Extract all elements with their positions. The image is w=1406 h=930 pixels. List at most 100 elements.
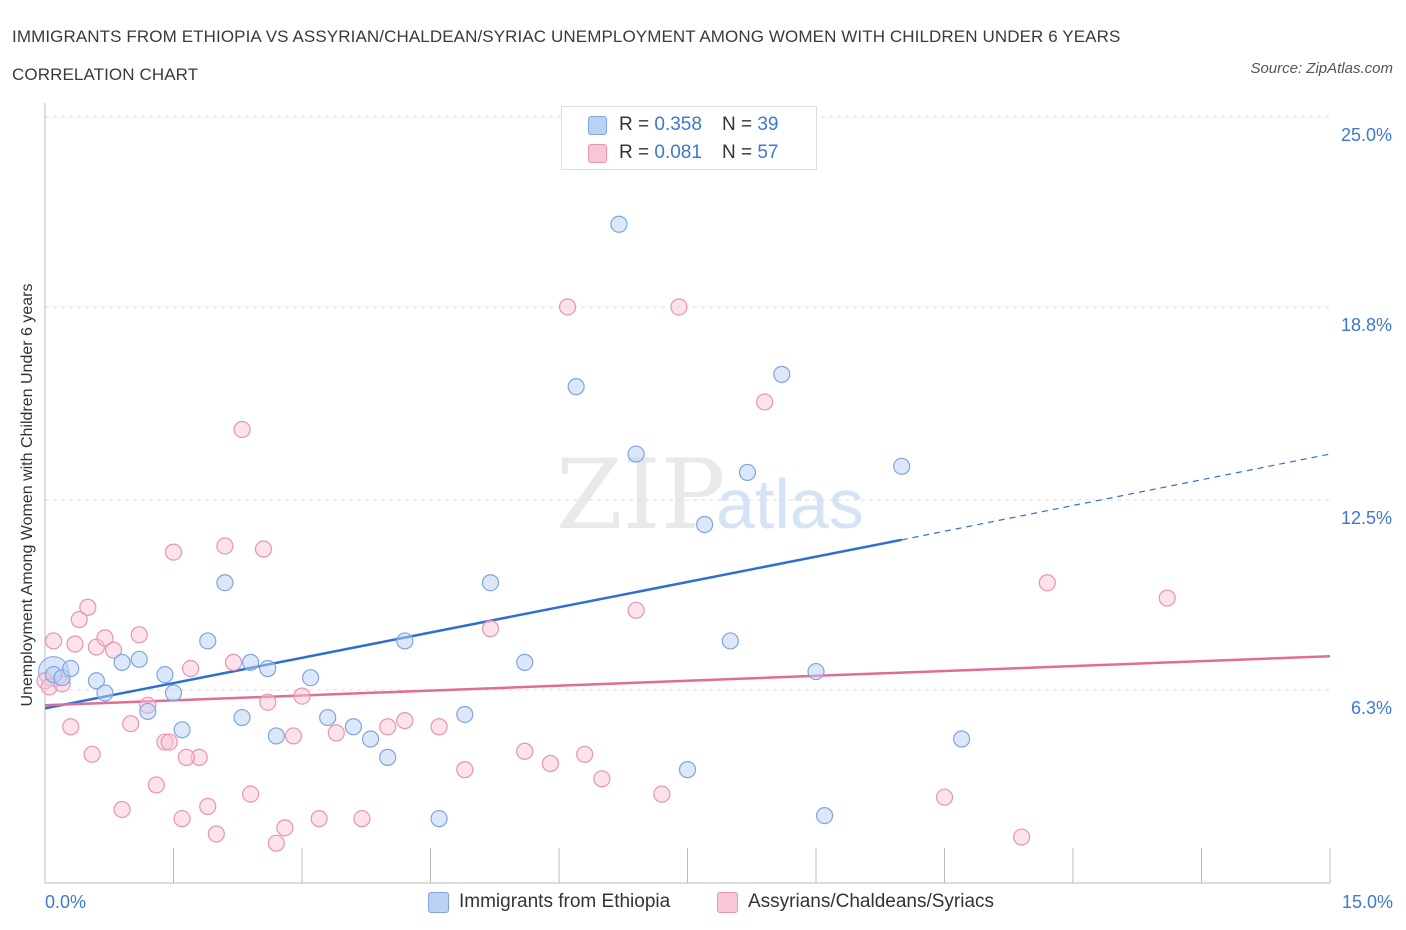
data-point-assyrian bbox=[481, 620, 500, 638]
legend-n-value: 39 bbox=[757, 114, 779, 135]
data-point-assyrian bbox=[182, 659, 200, 678]
data-point-assyrian bbox=[242, 785, 260, 803]
data-point-assyrian bbox=[164, 543, 183, 561]
data-point-assyrian bbox=[935, 788, 954, 806]
legend-swatch-blue bbox=[428, 891, 449, 913]
data-point-assyrian bbox=[755, 393, 774, 411]
data-point-ethiopia bbox=[678, 761, 697, 779]
data-point-ethiopia bbox=[96, 684, 114, 702]
trend-lines bbox=[44, 453, 1331, 710]
legend-n-label: N = bbox=[721, 114, 753, 135]
data-point-ethiopia bbox=[259, 659, 277, 678]
data-point-ethiopia bbox=[567, 378, 585, 396]
trend-line-ethiopia bbox=[44, 538, 902, 710]
data-point-assyrian bbox=[396, 712, 414, 730]
data-point-assyrian bbox=[66, 635, 84, 653]
data-point-assyrian bbox=[541, 754, 560, 773]
data-point-ethiopia bbox=[139, 702, 157, 721]
data-point-ethiopia bbox=[721, 632, 739, 650]
data-point-ethiopia bbox=[319, 708, 337, 727]
legend-r-label: R = bbox=[619, 142, 650, 163]
data-point-assyrian bbox=[653, 785, 671, 803]
data-point-assyrian bbox=[627, 601, 645, 619]
data-point-assyrian bbox=[83, 745, 101, 763]
y-tick-label: 12.5% bbox=[1341, 508, 1392, 528]
legend-swatch-blue bbox=[588, 115, 607, 135]
data-point-assyrian bbox=[147, 776, 165, 794]
data-point-assyrian bbox=[593, 770, 611, 788]
data-point-assyrian bbox=[62, 718, 80, 736]
data-point-assyrian bbox=[293, 687, 311, 705]
data-point-ethiopia bbox=[396, 632, 414, 650]
data-point-assyrian bbox=[259, 693, 277, 711]
data-point-assyrian bbox=[456, 761, 474, 779]
data-point-ethiopia bbox=[807, 662, 825, 681]
data-point-assyrian bbox=[173, 810, 191, 828]
legend-n-value: 57 bbox=[757, 142, 779, 163]
data-point-ethiopia bbox=[344, 718, 362, 736]
data-point-assyrian bbox=[379, 718, 397, 736]
data-point-ethiopia bbox=[216, 574, 234, 592]
legend-n-label: N = bbox=[721, 142, 753, 163]
data-point-assyrian bbox=[1158, 589, 1176, 607]
legend-swatch-pink bbox=[588, 143, 607, 163]
data-point-assyrian bbox=[233, 420, 251, 439]
data-point-assyrian bbox=[1012, 828, 1031, 846]
y-tick-label: 6.3% bbox=[1351, 698, 1392, 718]
data-point-assyrian bbox=[113, 800, 131, 819]
data-point-ethiopia bbox=[456, 705, 474, 724]
data-point-assyrian bbox=[576, 745, 594, 763]
watermark-atlas: atlas bbox=[716, 465, 864, 543]
data-point-ethiopia bbox=[173, 721, 191, 739]
legend-row-ethiopia: R = 0.358 N = 39 bbox=[588, 112, 778, 138]
series-legend-ethiopia: Immigrants from Ethiopia bbox=[428, 889, 670, 915]
data-point-ethiopia bbox=[516, 653, 534, 671]
data-point-assyrian bbox=[224, 653, 243, 671]
data-point-assyrian bbox=[516, 742, 534, 760]
series-name: Immigrants from Ethiopia bbox=[459, 891, 671, 912]
data-point-ethiopia bbox=[301, 669, 320, 687]
watermark: ZIP atlas bbox=[556, 439, 864, 551]
data-point-assyrian bbox=[670, 298, 688, 316]
data-point-assyrian bbox=[122, 715, 140, 733]
data-point-assyrian bbox=[96, 629, 114, 647]
data-point-assyrian bbox=[353, 810, 371, 828]
data-point-ethiopia bbox=[267, 727, 285, 745]
data-point-assyrian bbox=[267, 834, 285, 852]
data-point-ethiopia bbox=[87, 672, 106, 690]
data-point-ethiopia bbox=[242, 653, 260, 671]
legend-r-value: 0.081 bbox=[654, 142, 702, 163]
data-point-assyrian bbox=[254, 540, 273, 558]
data-point-ethiopia bbox=[199, 632, 217, 650]
data-point-assyrian bbox=[44, 632, 63, 650]
legend-r-label: R = bbox=[619, 114, 650, 135]
data-point-ethiopia bbox=[481, 574, 500, 592]
chart-title: IMMIGRANTS FROM ETHIOPIA VS ASSYRIAN/CHA… bbox=[12, 27, 1121, 84]
data-point-ethiopia bbox=[610, 215, 628, 233]
tick-labels: 6.3% 12.5% 18.8% 25.0% 0.0% 15.0% bbox=[45, 125, 1393, 912]
data-point-assyrian bbox=[327, 724, 345, 742]
legend-r-value: 0.358 bbox=[654, 114, 702, 135]
data-point-ethiopia bbox=[62, 659, 80, 678]
legend-swatch-pink bbox=[717, 891, 738, 913]
data-point-ethiopia bbox=[113, 653, 131, 671]
data-point-assyrian bbox=[104, 641, 123, 659]
data-point-assyrian bbox=[558, 298, 577, 316]
data-point-assyrian bbox=[1038, 574, 1056, 592]
axes bbox=[44, 103, 1331, 884]
data-point-assyrian bbox=[216, 537, 234, 555]
x-tick-label: 15.0% bbox=[1342, 892, 1393, 912]
data-point-assyrian bbox=[130, 626, 148, 644]
source-credit: Source: ZipAtlas.com bbox=[1250, 60, 1393, 77]
data-point-assyrian bbox=[310, 810, 328, 828]
data-point-ethiopia bbox=[164, 684, 183, 702]
trend-line-assyrian bbox=[44, 655, 1331, 707]
series-name: Assyrians/Chaldeans/Syriacs bbox=[748, 891, 995, 912]
data-point-assyrian bbox=[199, 797, 217, 816]
x-tick-label: 0.0% bbox=[45, 892, 86, 912]
y-tick-label: 25.0% bbox=[1341, 125, 1392, 145]
data-point-ethiopia bbox=[233, 708, 251, 727]
y-tick-label: 18.8% bbox=[1341, 315, 1392, 335]
data-point-assyrian bbox=[177, 748, 195, 766]
data-point-ethiopia bbox=[738, 463, 757, 482]
